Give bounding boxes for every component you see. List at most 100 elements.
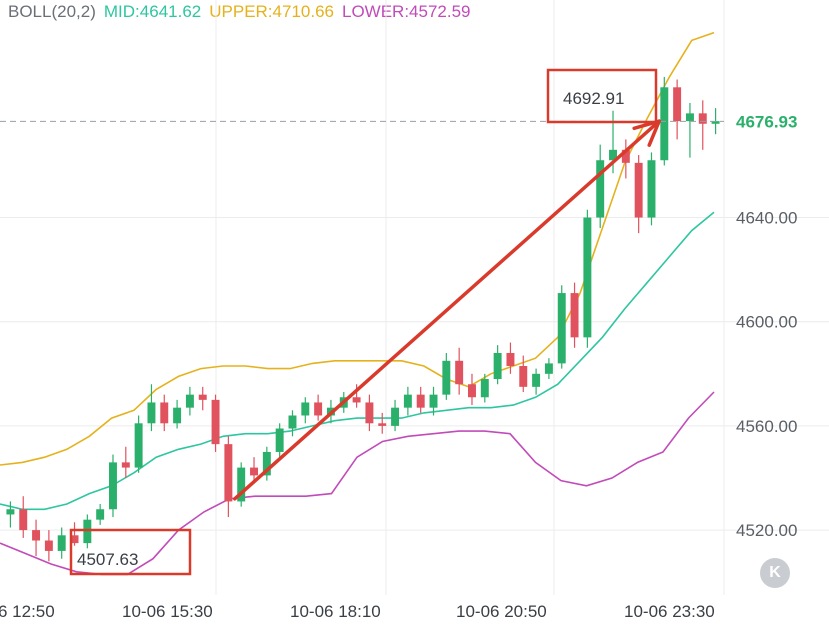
annotations: 4507.63 4692.91 [0,68,724,576]
candle-body [314,402,323,416]
y-tick-label: 4560.00 [736,417,797,436]
candle-up [134,415,143,473]
candle-down [121,446,130,478]
boll-lower-label: LOWER: [341,2,410,21]
y-tick-label: 4600.00 [736,313,797,332]
candle-up [96,504,105,525]
candle-body [544,363,553,374]
candle-body [416,394,425,408]
y-tick-label: 4640.00 [736,209,797,228]
candle-up [544,358,553,380]
candle-down [44,530,53,562]
candle-up [596,144,605,228]
candle-up [185,386,194,416]
candle-down [468,373,476,406]
low-annotation-box [69,528,192,576]
kline-toggle-button[interactable]: K [760,558,790,588]
candle-down [19,496,28,538]
candle-body [352,397,361,403]
candle-body [621,149,630,163]
high-annotation-label: 4692.91 [563,89,624,108]
candle-up [480,373,489,403]
candle-up [557,285,566,369]
candle-up [6,501,15,528]
candle-up [429,386,438,416]
boll-upper-label: UPPER: [209,2,273,21]
candle-body [698,113,707,124]
candle-body [6,509,15,515]
candle-down [211,394,220,452]
candle-up [109,454,117,518]
trend-arrow-shaft [233,119,661,501]
candle-body [609,149,617,161]
candle-body [673,87,682,122]
low-annotation: 4507.63 [69,528,192,576]
candle-body [532,373,541,387]
candle-body [442,360,451,395]
candle-up [288,410,297,437]
candle-down [32,519,41,557]
candle-down [621,139,630,179]
boll-upper-value: 4710.66 [272,2,334,21]
candle-body [121,462,130,468]
x-tick-label: 6 12:50 [0,602,55,621]
candle-body [455,360,464,385]
candle-down [314,394,323,421]
candle-down [250,457,258,484]
candle-down [570,282,579,348]
candle-body [275,428,284,452]
x-tick-label: 10-06 15:30 [122,602,213,621]
candle-up [173,399,182,429]
candle-body [32,530,41,541]
y-tick-label: 4520.00 [736,521,797,540]
candle-body [365,402,374,424]
candle-body [19,509,28,531]
high-annotation: 4692.91 [546,68,658,124]
candle-down [378,412,387,434]
bollinger-bands [0,31,715,576]
candle-body [237,467,246,502]
candle-body [160,402,169,424]
candle-body [711,121,720,124]
upper-band-line [0,31,715,466]
candle-body [570,293,579,338]
candle-body [185,394,194,408]
candle-down [224,436,233,518]
candle-down [160,394,169,432]
candle-down [70,522,79,546]
candle-body [480,379,489,398]
candle-body [403,394,412,408]
candle-body [57,535,66,551]
candle-body [262,451,271,476]
candle-body [224,444,233,502]
chart-grid [0,0,829,595]
candle-up [493,345,502,385]
candle-body [96,509,105,520]
candle-up [237,462,246,507]
candle-body [211,399,220,445]
candle-body [391,407,400,426]
mid-band-line [0,211,715,511]
candle-up [647,152,656,226]
candle-body [83,519,92,544]
high-annotation-box [546,68,658,124]
candle-body [506,352,515,366]
low-annotation-label: 4507.63 [77,550,138,569]
candle-up [583,209,592,348]
candle-body [378,423,387,426]
candle-up [391,399,400,432]
candle-body [134,423,143,468]
candle-body [70,535,79,544]
candle-body [301,402,310,416]
candle-up [442,352,451,400]
candle-body [288,415,297,429]
current-price-label: 4676.93 [736,112,797,131]
lower-band-line [0,391,715,576]
candle-body [583,217,592,338]
x-tick-label: 10-06 20:50 [456,602,547,621]
candle-up [83,514,92,549]
candle-body [685,113,694,122]
candle-up [262,446,271,481]
candle-down [634,155,643,234]
